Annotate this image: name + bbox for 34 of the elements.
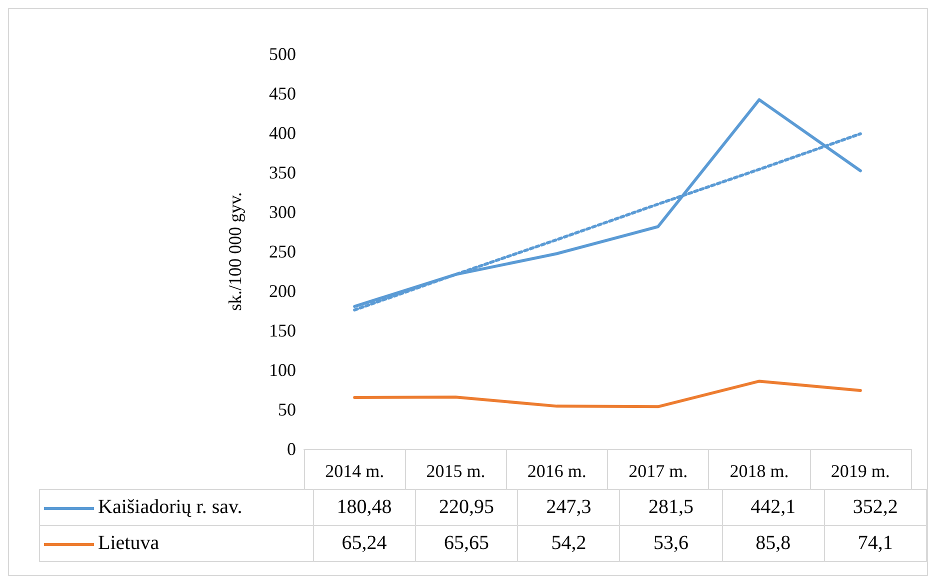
y-axis-title: sk./100 000 gyv. [225,192,245,311]
data-label: 65,65 [415,526,518,562]
x-tick-label: 2017 m. [628,461,688,481]
x-tick-label: 2018 m. [730,461,789,481]
data-label: 281,5 [620,490,722,526]
y-tick-label: 450 [269,84,296,104]
y-tick-label: 250 [269,242,296,262]
legend-label: Lietuva [98,532,160,554]
x-tick-label: 2016 m. [527,461,586,481]
data-label: 53,6 [620,526,722,562]
y-tick-label: 200 [269,281,296,301]
x-tick-label: 2019 m. [830,461,890,481]
line-series [353,380,862,408]
data-label: 65,24 [313,526,416,562]
legend-label: Kaišiadorių r. sav. [98,496,242,518]
data-label: 220,95 [415,490,518,526]
data-label: 352,2 [824,490,926,526]
y-tick-label: 150 [269,320,296,340]
x-tick-label: 2014 m. [325,461,384,481]
data-label: 180,48 [313,490,416,526]
data-label: 54,2 [518,526,620,562]
x-tick-label: 2015 m. [426,461,486,481]
data-label: 74,1 [824,526,926,562]
data-label: 442,1 [722,490,824,526]
data-label: 247,3 [518,490,620,526]
y-tick-label: 350 [269,162,296,182]
y-tick-label: 300 [269,202,296,222]
y-tick-label: 50 [278,400,296,420]
y-tick-label: 500 [269,44,296,64]
data-label: 85,8 [722,526,824,562]
y-tick-label: 0 [287,439,296,459]
y-tick-label: 100 [269,360,296,380]
y-tick-label: 400 [269,123,296,143]
line-series [353,98,862,308]
